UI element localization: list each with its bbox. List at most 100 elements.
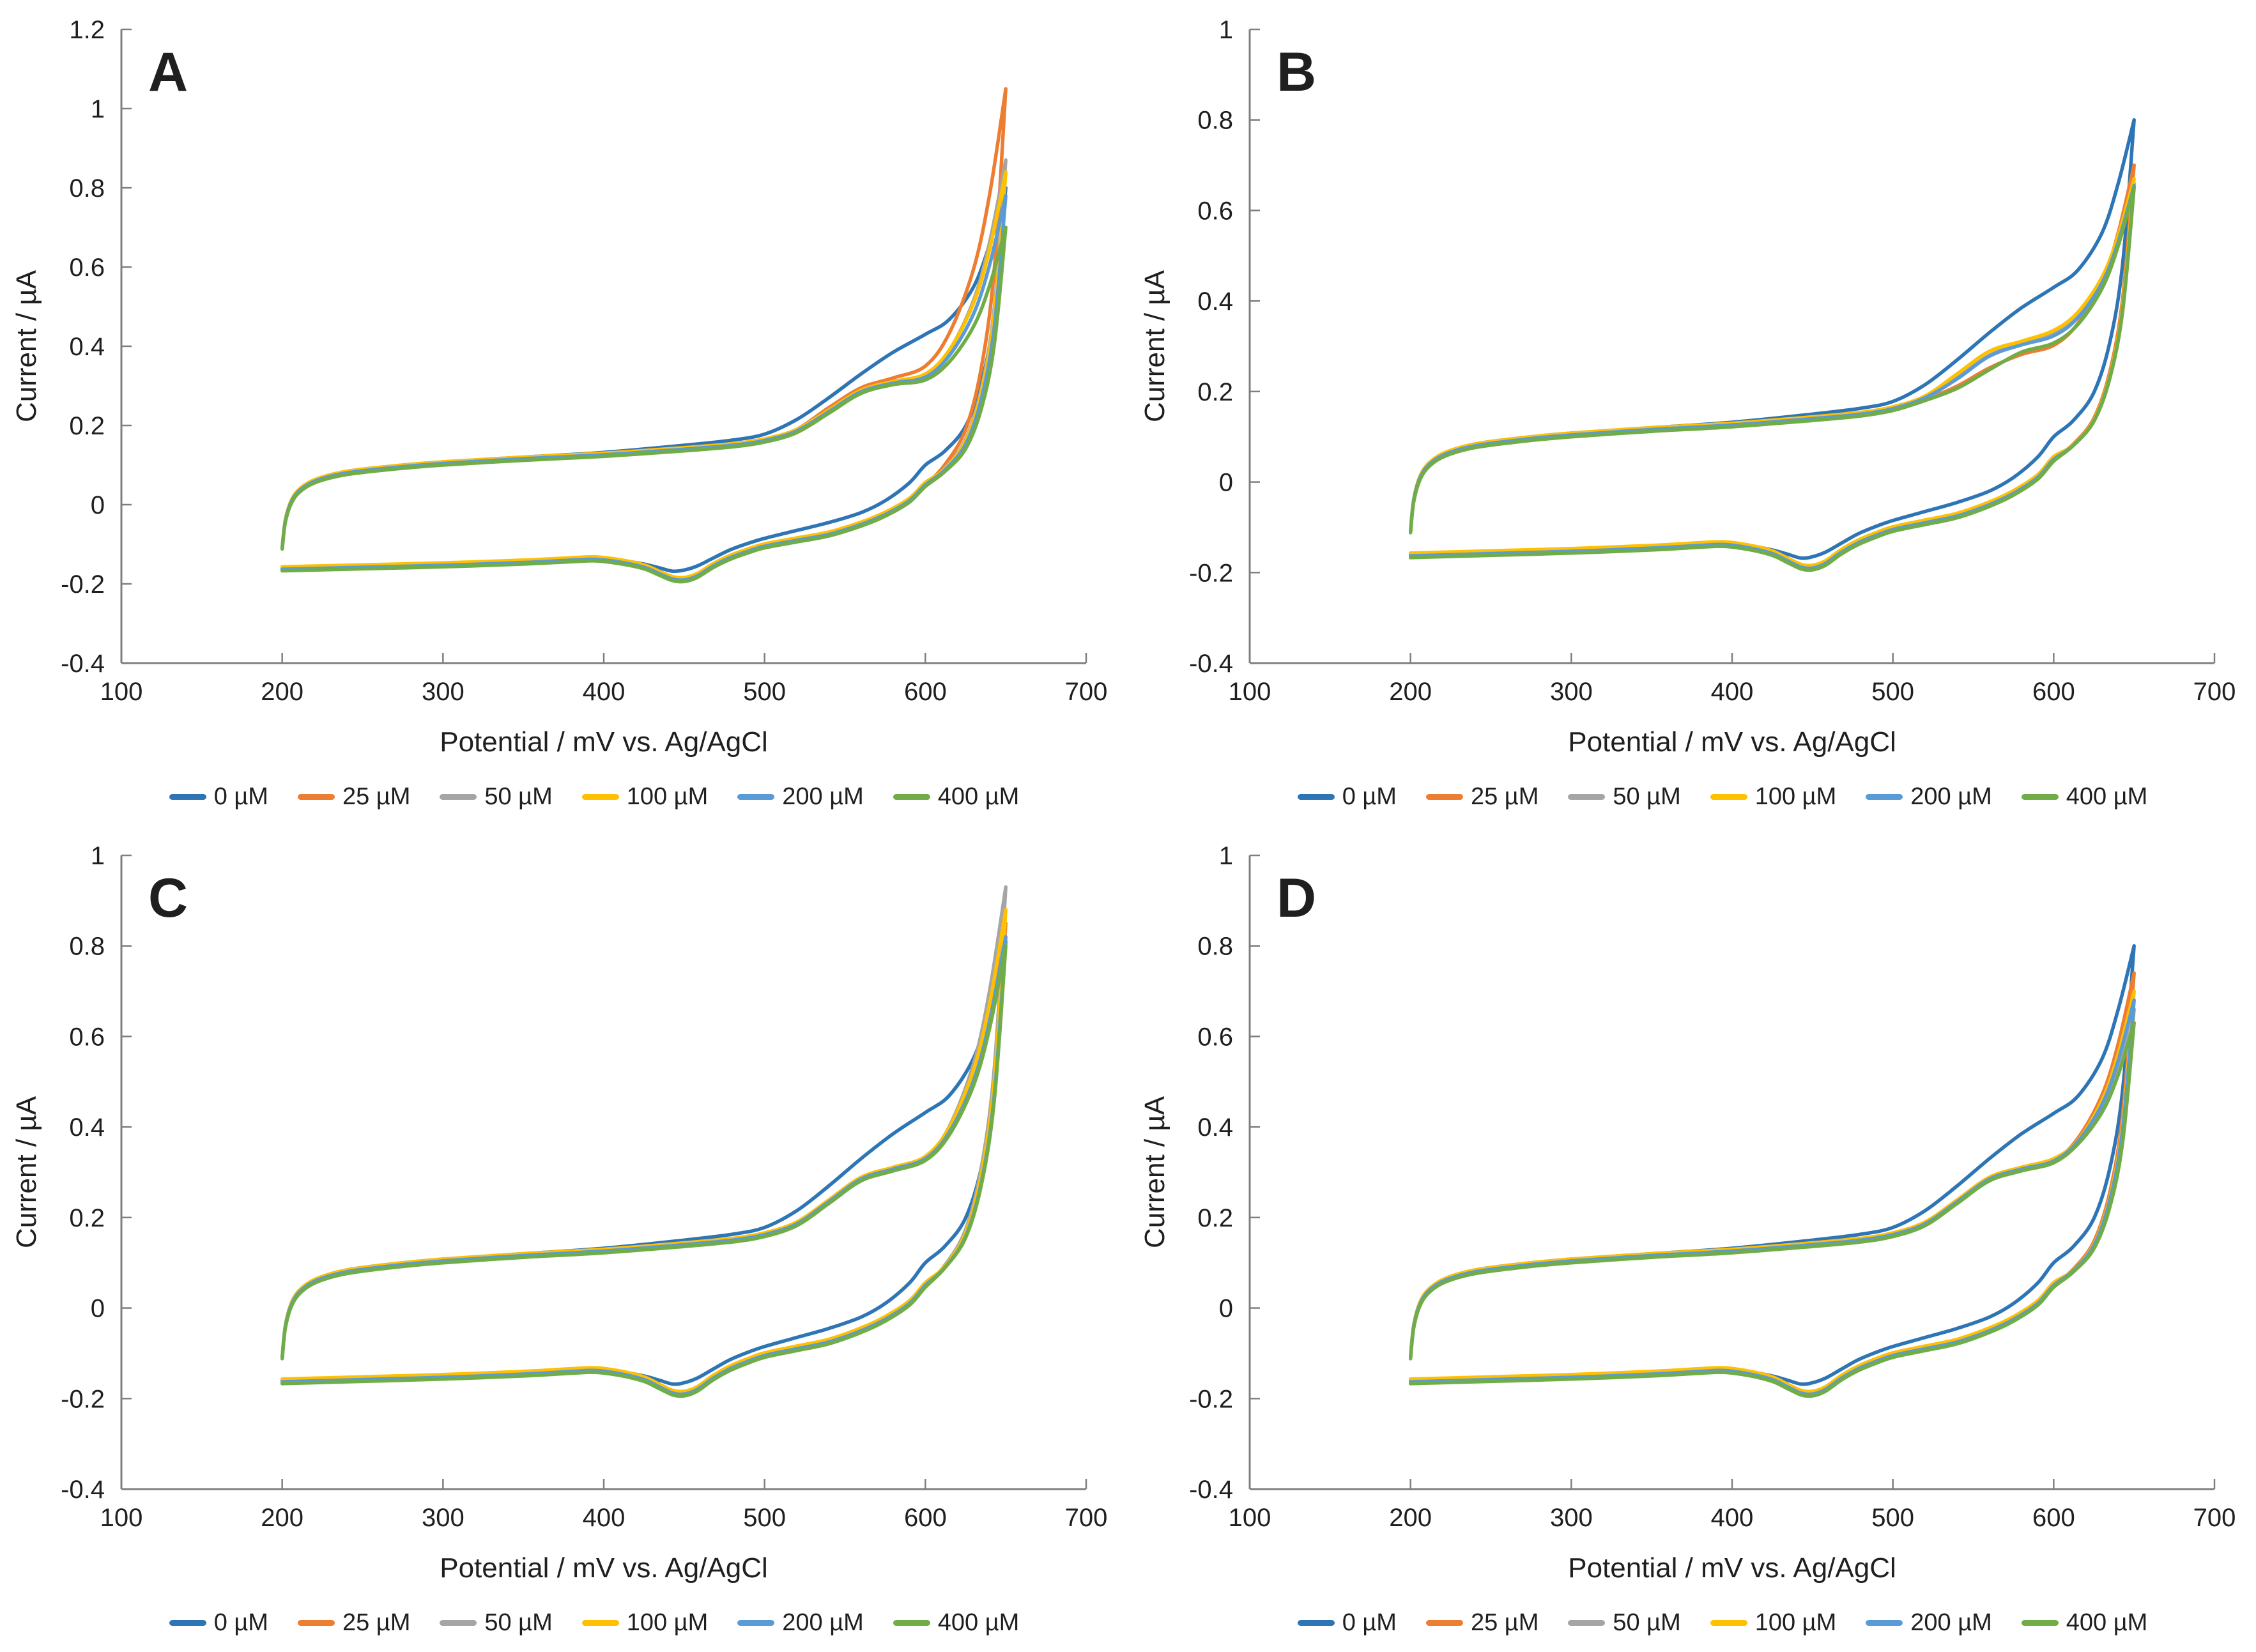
series-line-50µM bbox=[280, 885, 1008, 1396]
legend-label: 400 µM bbox=[937, 1609, 1020, 1636]
legend-item: 0 µM bbox=[169, 783, 268, 811]
legend-label: 25 µM bbox=[342, 783, 411, 810]
legend-item: 100 µM bbox=[581, 1609, 709, 1637]
panel-letter: C bbox=[148, 868, 188, 929]
y-tick-label: -0.4 bbox=[1189, 1476, 1233, 1504]
x-tick-label: 500 bbox=[1871, 678, 1914, 706]
y-tick-label: 0.8 bbox=[1197, 933, 1233, 961]
x-tick-label: 300 bbox=[422, 1504, 464, 1532]
legend-label: 200 µM bbox=[782, 783, 864, 810]
legend-item: 50 µM bbox=[1568, 1609, 1681, 1637]
legend-label: 100 µM bbox=[1754, 1609, 1837, 1636]
legend-item: 400 µM bbox=[2021, 783, 2147, 811]
chart-canvas-c: -0.4 -0.2 0 0.2 0.4 0.6 0.8 1 100 200 300 400 500 600… bbox=[11, 842, 1108, 1584]
legend-label: 25 µM bbox=[342, 1609, 411, 1636]
y-tick-label: 0.4 bbox=[69, 333, 105, 361]
x-tick-label: 700 bbox=[2193, 1504, 2236, 1532]
series-line-400µM bbox=[1408, 186, 2136, 572]
y-tick-label: 0.4 bbox=[1197, 287, 1233, 316]
series-line-25µM bbox=[1408, 163, 2136, 570]
y-tick-label: 0.6 bbox=[1197, 197, 1233, 225]
y-tick-label: -0.4 bbox=[61, 1476, 105, 1504]
y-tick-label: -0.4 bbox=[61, 650, 105, 678]
series-line-25µM bbox=[280, 921, 1008, 1396]
legend-line-swatch-icon bbox=[2021, 1619, 2059, 1626]
y-tick-label: 0.4 bbox=[1197, 1113, 1233, 1142]
chart-canvas-b: -0.4 -0.2 0 0.2 0.4 0.6 0.8 1 100 200 300 400 500 600… bbox=[1139, 16, 2236, 758]
legend-line-swatch-icon bbox=[297, 1619, 335, 1626]
legend-label: 200 µM bbox=[1910, 1609, 1992, 1636]
legend-line-swatch-icon bbox=[169, 793, 206, 800]
series-line-50µM bbox=[280, 158, 1008, 582]
legend-line-swatch-icon bbox=[1866, 793, 1903, 800]
legend-label: 400 µM bbox=[2066, 1609, 2148, 1636]
legend-line-swatch-icon bbox=[1297, 793, 1335, 800]
y-axis-title: Current / µA bbox=[11, 270, 42, 422]
y-tick-label: 0 bbox=[91, 491, 105, 519]
legend-line-swatch-icon bbox=[1710, 1619, 1747, 1626]
y-tick-label: 0.2 bbox=[1197, 1204, 1233, 1232]
legend-line-swatch-icon bbox=[1425, 793, 1463, 800]
legend-item: 25 µM bbox=[1425, 783, 1539, 811]
legend-label: 50 µM bbox=[484, 783, 553, 810]
legend-item: 200 µM bbox=[1866, 1609, 1992, 1637]
legend-label: 100 µM bbox=[626, 783, 709, 810]
x-tick-label: 600 bbox=[2032, 678, 2075, 706]
legend-line-swatch-icon bbox=[581, 793, 619, 800]
legend-item: 25 µM bbox=[297, 1609, 411, 1637]
y-tick-label: 0.6 bbox=[69, 1023, 105, 1051]
legend-label: 0 µM bbox=[1342, 1609, 1397, 1636]
x-tick-label: 700 bbox=[1065, 1504, 1108, 1532]
x-tick-label: 700 bbox=[2193, 678, 2236, 706]
x-axis-title: Potential / mV vs. Ag/AgCl bbox=[440, 1552, 768, 1584]
y-tick-label: 1 bbox=[1219, 16, 1233, 44]
x-tick-label: 600 bbox=[904, 678, 947, 706]
panel-letter: A bbox=[148, 42, 188, 103]
y-tick-label: 0.8 bbox=[69, 174, 105, 203]
panel-b: -0.4 -0.2 0 0.2 0.4 0.6 0.8 1 100 200 300 400 500 600… bbox=[1128, 0, 2256, 826]
legend-line-swatch-icon bbox=[1425, 1619, 1463, 1626]
x-tick-label: 300 bbox=[1550, 678, 1593, 706]
legend-line-swatch-icon bbox=[2021, 793, 2059, 800]
series-line-100µM bbox=[1408, 989, 2136, 1394]
legend-item: 400 µM bbox=[893, 1609, 1020, 1637]
y-tick-label: 0.2 bbox=[69, 1204, 105, 1232]
legend-line-swatch-icon bbox=[1866, 1619, 1903, 1626]
x-tick-label: 400 bbox=[583, 1504, 625, 1532]
legend-line-swatch-icon bbox=[440, 793, 477, 800]
chart-canvas-d: -0.4 -0.2 0 0.2 0.4 0.6 0.8 1 100 200 300 400 500 600… bbox=[1139, 842, 2236, 1584]
series-line-400µM bbox=[280, 226, 1008, 584]
y-tick-label: 0 bbox=[91, 1295, 105, 1323]
y-tick-label: 0.4 bbox=[69, 1113, 105, 1142]
legend-label: 50 µM bbox=[1613, 783, 1681, 810]
legend-line-swatch-icon bbox=[893, 1619, 930, 1626]
legend-item: 100 µM bbox=[1710, 1609, 1837, 1637]
legend-label: 100 µM bbox=[626, 1609, 709, 1636]
series-line-25µM bbox=[1408, 971, 2136, 1396]
series-line-50µM bbox=[1408, 1007, 2136, 1396]
y-tick-label: 0 bbox=[1219, 1295, 1233, 1323]
y-tick-label: -0.2 bbox=[61, 1385, 105, 1413]
x-tick-label: 500 bbox=[743, 678, 786, 706]
legend-label: 50 µM bbox=[1613, 1609, 1681, 1636]
series-line-100µM bbox=[1408, 177, 2136, 568]
x-tick-label: 400 bbox=[1711, 678, 1754, 706]
legend-item: 50 µM bbox=[440, 783, 553, 811]
series-line-400µM bbox=[280, 944, 1008, 1398]
y-tick-label: -0.4 bbox=[1189, 650, 1233, 678]
x-tick-label: 200 bbox=[1389, 678, 1432, 706]
legend-c: 0 µM 25 µM 50 µM 100 µM 200 µM 400 µM bbox=[96, 1602, 1093, 1643]
legend-item: 25 µM bbox=[1425, 1609, 1539, 1637]
y-tick-label: 0 bbox=[1219, 469, 1233, 497]
x-tick-label: 400 bbox=[583, 678, 625, 706]
panel-letter: D bbox=[1277, 868, 1316, 929]
legend-line-swatch-icon bbox=[1297, 1619, 1335, 1626]
y-axis-title: Current / µA bbox=[1139, 270, 1170, 422]
x-tick-label: 100 bbox=[1229, 1504, 1271, 1532]
legend-item: 100 µM bbox=[581, 783, 709, 811]
legend-line-swatch-icon bbox=[1568, 793, 1606, 800]
legend-label: 200 µM bbox=[1910, 783, 1992, 810]
y-tick-label: 0.8 bbox=[1197, 107, 1233, 135]
x-tick-label: 400 bbox=[1711, 1504, 1754, 1532]
